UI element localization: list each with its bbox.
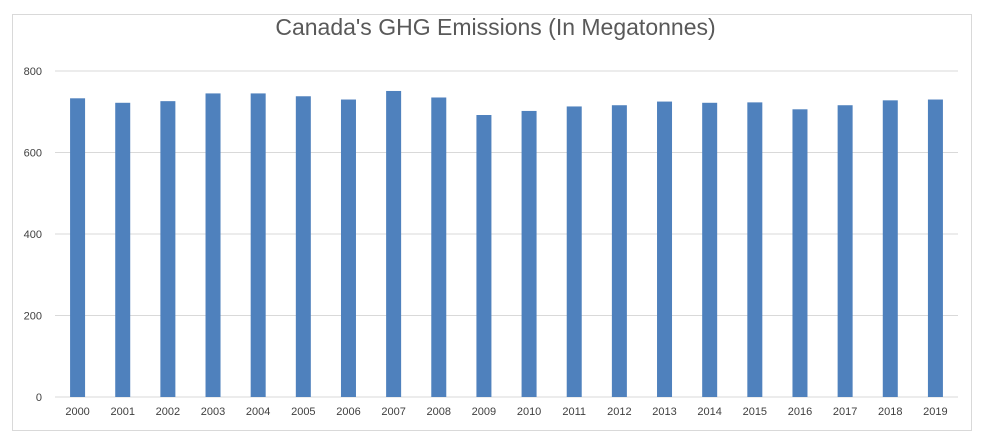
x-tick-label: 2000 xyxy=(65,406,89,418)
bar-2011 xyxy=(566,106,582,397)
y-tick-label: 600 xyxy=(24,148,42,160)
bar-2016 xyxy=(792,109,808,398)
bar-2013 xyxy=(657,101,673,397)
bar-2017 xyxy=(837,105,853,397)
x-tick-label: 2010 xyxy=(517,406,541,418)
x-tick-label: 2003 xyxy=(201,406,225,418)
x-tick-label: 2008 xyxy=(427,406,451,418)
x-tick-label: 2007 xyxy=(381,406,405,418)
bar-2004 xyxy=(250,93,266,397)
y-tick-label: 400 xyxy=(24,229,42,241)
x-tick-label: 2011 xyxy=(562,406,586,418)
x-tick-label: 2004 xyxy=(246,406,270,418)
x-tick-label: 2009 xyxy=(472,406,496,418)
y-tick-label: 0 xyxy=(36,392,42,404)
bar-2018 xyxy=(882,100,898,397)
bars xyxy=(70,90,943,398)
x-tick-label: 2006 xyxy=(336,406,360,418)
bar-2003 xyxy=(205,93,221,397)
y-tick-label: 800 xyxy=(24,66,42,78)
bar-2014 xyxy=(702,102,718,397)
bar-2009 xyxy=(476,115,492,397)
bar-2019 xyxy=(927,99,943,398)
x-tick-label: 2019 xyxy=(923,406,947,418)
chart-title: Canada's GHG Emissions (In Megatonnes) xyxy=(275,14,716,40)
bar-2010 xyxy=(521,110,537,397)
x-tick-label: 2005 xyxy=(291,406,315,418)
x-tick-label: 2012 xyxy=(607,406,631,418)
x-tick-label: 2014 xyxy=(697,406,721,418)
bar-2006 xyxy=(340,99,356,398)
bar-2015 xyxy=(747,102,763,397)
x-axis-ticks: 2000 2001 2002 2003 2004 2005 2006 2007 2008 2009… xyxy=(65,406,947,418)
x-tick-label: 2018 xyxy=(878,406,902,418)
x-tick-label: 2002 xyxy=(156,406,180,418)
bar-2012 xyxy=(611,105,627,397)
x-tick-label: 2016 xyxy=(788,406,812,418)
gridlines xyxy=(55,70,958,398)
x-tick-label: 2015 xyxy=(743,406,767,418)
bar-2007 xyxy=(386,90,402,397)
y-axis-ticks: 0 200 400 600 800 xyxy=(24,66,42,404)
x-tick-label: 2017 xyxy=(833,406,857,418)
bar-2008 xyxy=(431,97,447,398)
bar-2001 xyxy=(115,102,131,397)
bar-2000 xyxy=(70,98,86,398)
bar-2005 xyxy=(295,96,311,397)
y-tick-label: 200 xyxy=(24,311,42,323)
bar-2002 xyxy=(160,101,176,397)
x-tick-label: 2001 xyxy=(110,406,134,418)
x-tick-label: 2013 xyxy=(652,406,676,418)
